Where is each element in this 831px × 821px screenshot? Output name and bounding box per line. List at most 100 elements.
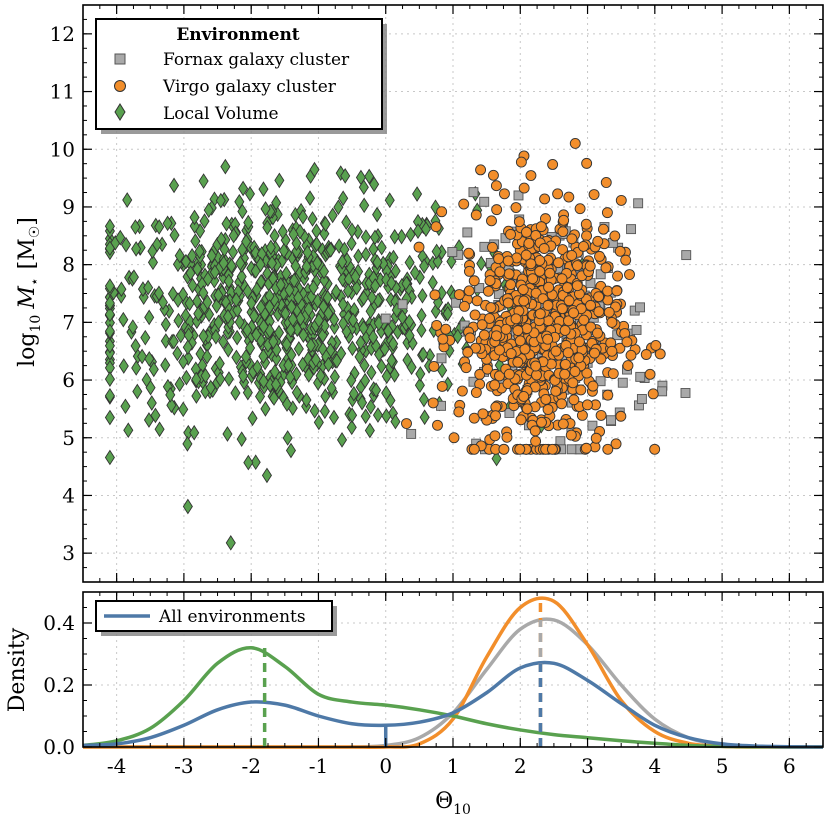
data-point-diamond <box>311 223 322 239</box>
data-point-circle <box>431 319 443 331</box>
data-point-circle <box>468 443 480 455</box>
data-point-diamond <box>270 376 281 393</box>
data-point-diamond <box>323 305 334 322</box>
data-point-circle <box>595 409 607 421</box>
data-point-circle <box>498 443 510 455</box>
data-point-circle <box>584 260 596 272</box>
data-point-circle <box>612 270 624 282</box>
data-point-circle <box>557 244 568 255</box>
data-point-diamond <box>258 318 269 335</box>
data-point-diamond <box>189 209 200 226</box>
data-point-diamond <box>242 322 253 338</box>
data-point-diamond <box>355 334 366 351</box>
data-point-diamond <box>271 194 282 211</box>
data-point-circle <box>647 388 659 400</box>
data-point-circle <box>436 380 448 392</box>
data-point-diamond <box>283 357 294 374</box>
data-point-diamond <box>145 379 156 396</box>
data-point-diamond <box>327 207 338 224</box>
data-point-circle <box>463 247 475 259</box>
data-point-diamond <box>386 275 397 291</box>
data-point-circle <box>505 279 517 291</box>
data-point-circle <box>523 237 535 249</box>
data-point-diamond <box>298 327 309 344</box>
data-point-circle <box>519 343 531 355</box>
data-point-diamond <box>412 186 423 202</box>
data-point-diamond <box>187 277 198 294</box>
data-point-circle <box>462 346 474 358</box>
data-point-diamond <box>255 256 266 273</box>
data-point-diamond <box>341 214 352 231</box>
data-point-diamond <box>346 235 357 252</box>
data-point-circle <box>514 335 526 347</box>
data-point-diamond <box>180 253 191 270</box>
data-point-circle <box>566 249 578 261</box>
data-point-diamond <box>381 385 392 401</box>
data-point-diamond <box>347 312 359 329</box>
data-point-diamond <box>281 265 292 282</box>
data-point-diamond <box>417 287 428 304</box>
data-point-diamond <box>384 192 395 209</box>
data-point-diamond <box>104 218 115 235</box>
data-point-diamond <box>336 432 348 448</box>
data-point-diamond <box>364 168 375 185</box>
data-point-circle <box>588 189 600 200</box>
data-point-diamond <box>372 206 383 223</box>
legend-label-virgo: Virgo galaxy cluster <box>162 77 337 97</box>
data-point-diamond <box>203 202 214 219</box>
data-point-circle <box>518 295 530 307</box>
data-point-circle <box>520 249 532 261</box>
data-point-diamond <box>104 323 115 340</box>
data-point-circle <box>429 289 441 301</box>
x-tick-label: 1 <box>447 754 460 778</box>
y-tick-label: 11 <box>50 80 75 104</box>
data-point-diamond <box>285 442 296 459</box>
data-point-diamond <box>211 298 222 314</box>
data-point-circle <box>580 442 592 454</box>
data-point-circle <box>502 297 514 309</box>
data-point-diamond <box>219 241 230 258</box>
data-point-circle <box>562 347 574 359</box>
scatter-frame <box>82 4 824 583</box>
data-point-circle <box>487 241 498 253</box>
density-y-axis-title: Density <box>5 627 30 712</box>
data-point-diamond <box>238 180 249 197</box>
data-point-circle <box>437 333 449 345</box>
data-point-circle <box>529 425 541 437</box>
data-point-diamond <box>122 192 133 208</box>
data-point-diamond <box>312 255 323 271</box>
data-point-diamond <box>336 345 347 362</box>
data-point-diamond <box>120 398 131 415</box>
data-point-circle <box>582 399 593 411</box>
data-point-diamond <box>222 426 233 442</box>
data-point-diamond <box>347 407 358 424</box>
data-point-circle <box>556 398 568 410</box>
data-point-diamond <box>338 190 349 207</box>
data-point-square <box>406 428 417 439</box>
data-point-diamond <box>130 338 141 354</box>
x-tick-label: -1 <box>309 754 328 778</box>
data-point-circle <box>622 360 634 372</box>
data-point-diamond <box>292 321 303 338</box>
data-point-circle <box>571 260 583 271</box>
data-point-square <box>587 420 598 431</box>
data-point-circle <box>475 164 487 176</box>
data-point-circle <box>567 377 579 389</box>
data-point-circle <box>578 314 590 326</box>
data-point-circle <box>427 397 439 409</box>
data-point-circle <box>494 344 505 356</box>
data-point-diamond <box>418 346 429 363</box>
data-point-diamond <box>337 254 348 270</box>
data-point-diamond <box>346 372 357 389</box>
data-point-diamond <box>287 311 298 328</box>
data-point-circle <box>490 330 502 342</box>
data-point-diamond <box>183 350 194 366</box>
data-point-diamond <box>337 296 348 313</box>
data-point-diamond <box>143 279 154 296</box>
data-point-circle <box>490 410 502 422</box>
data-point-diamond <box>325 242 336 258</box>
data-point-diamond <box>416 307 427 324</box>
data-point-diamond <box>118 358 129 374</box>
data-point-diamond <box>346 222 357 239</box>
data-point-diamond <box>195 346 206 362</box>
